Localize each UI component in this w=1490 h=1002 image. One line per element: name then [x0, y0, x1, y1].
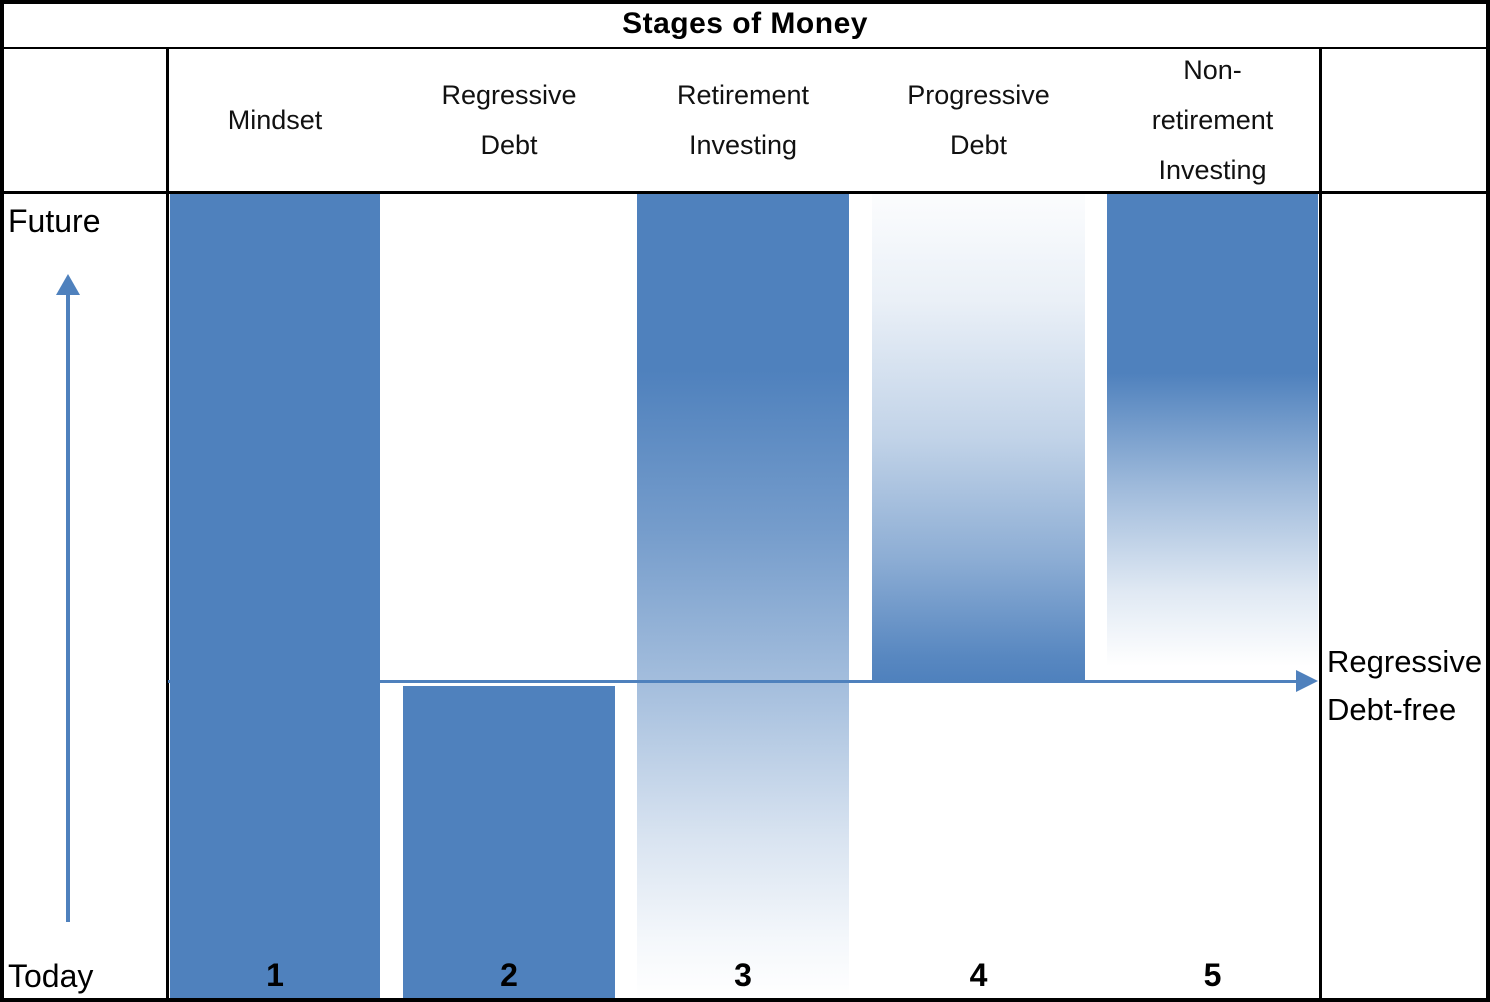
- border-left: [0, 0, 4, 1002]
- bar-non-retirement-investing: [1107, 194, 1318, 666]
- header-retirement-investing: Retirement Investing: [676, 80, 810, 160]
- bar-mindset: [170, 194, 380, 998]
- right-arrowhead-icon: [1296, 670, 1318, 692]
- left-column-divider: [166, 47, 169, 998]
- border-right: [1486, 0, 1490, 1002]
- header-non-retirement-investing: Non- retirement Investing: [1151, 55, 1274, 185]
- diagram-title: Stages of Money: [622, 6, 868, 40]
- bar-regressive-debt: [403, 686, 615, 998]
- future-axis-label: Future: [8, 203, 101, 239]
- debt-free-threshold-line: [168, 680, 1298, 683]
- border-bottom: [0, 998, 1490, 1002]
- stage-number-4: 4: [969, 957, 988, 993]
- bar-retirement-investing: [637, 194, 849, 998]
- stage-number-2: 2: [500, 957, 518, 993]
- title-row-divider: [0, 47, 1490, 49]
- up-arrowhead-icon: [56, 274, 80, 295]
- header-progressive-debt: Progressive Debt: [907, 80, 1050, 160]
- right-column-divider: [1319, 47, 1322, 998]
- today-axis-label: Today: [8, 958, 94, 994]
- header-regressive-debt: Regressive Debt: [441, 80, 577, 160]
- time-axis-line: [66, 292, 70, 922]
- border-top: [0, 0, 1490, 4]
- stage-number-3: 3: [734, 957, 752, 993]
- stage-number-5: 5: [1203, 957, 1222, 993]
- header-row-divider: [0, 191, 1490, 194]
- bar-progressive-debt: [872, 194, 1085, 681]
- header-mindset: Mindset: [227, 105, 323, 135]
- debt-free-threshold-label: Regressive Debt-free: [1327, 644, 1483, 727]
- stage-number-1: 1: [266, 957, 284, 993]
- title-row: Stages of Money: [0, 0, 1490, 47]
